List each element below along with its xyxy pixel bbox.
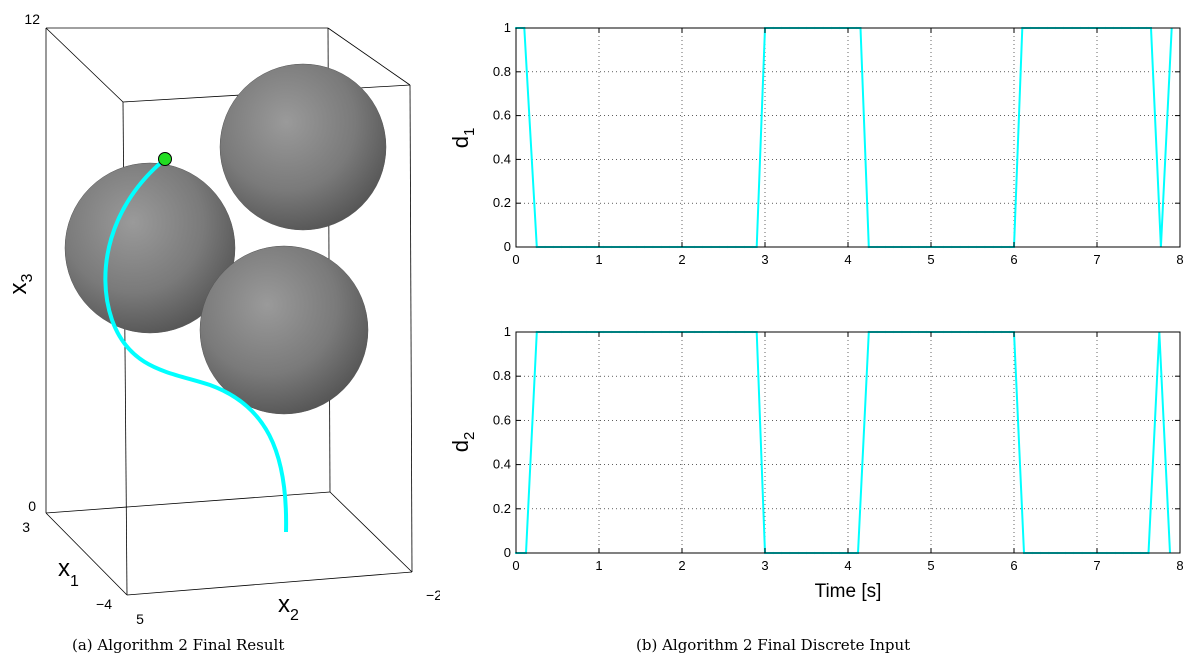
x-tick-label: 8	[1176, 252, 1183, 267]
x1-tick-label: −4	[96, 596, 112, 612]
tick-labels: 0 1 2 3 4 5 6 7 8 0 0.2 0.4 0.6 0.8 1	[493, 20, 1184, 267]
d2-axis-label: d2	[448, 432, 478, 453]
d1-axis-label: d1	[448, 128, 478, 149]
x-tick-label: 8	[1176, 558, 1183, 573]
x-tick-label: 6	[1010, 252, 1017, 267]
x-tick-label: 2	[678, 558, 685, 573]
y-tick-label: 0.6	[493, 412, 511, 427]
x-tick-label: 3	[761, 252, 768, 267]
x-tick-label: 0	[512, 252, 519, 267]
y-tick-label: 0.8	[493, 64, 511, 79]
x-tick-label: 7	[1093, 252, 1100, 267]
y-tick-label: 1	[504, 20, 511, 35]
y-tick-label: 0.2	[493, 195, 511, 210]
x-axis-label: Time [s]	[815, 581, 882, 602]
trajectory-curve	[103, 158, 289, 533]
x-tick-label: 1	[595, 558, 602, 573]
tick-labels: 0 1 2 3 4 5 6 7 8 0 0.2 0.4 0.6 0.8 1	[493, 324, 1184, 573]
x2-tick-label: 5	[136, 611, 144, 627]
y-tick-label: 0.4	[493, 151, 511, 166]
plot-frame	[515, 331, 1181, 554]
start-marker	[158, 152, 172, 166]
caption-b: (b) Algorithm 2 Final Discrete Input	[636, 636, 911, 654]
y-tick-label: 0.6	[493, 108, 511, 123]
y-tick-label: 0	[504, 239, 511, 254]
d2-chart: 0 1 2 3 4 5 6 7 8 0 0.2 0.4 0.6 0.8 1 d2 Time [s]	[448, 324, 1184, 602]
y-tick-label: 0.4	[493, 457, 511, 472]
x-tick-label: 1	[595, 252, 602, 267]
y-tick-label: 1	[504, 324, 511, 339]
x2-tick-label: −2	[426, 587, 440, 603]
sphere-obstacle	[199, 245, 369, 415]
x-tick-label: 5	[927, 252, 934, 267]
sphere-obstacle	[219, 63, 387, 231]
x-tick-label: 5	[927, 558, 934, 573]
axes	[515, 27, 1181, 248]
x3-axis-label: x3	[5, 273, 36, 294]
x-tick-label: 6	[1010, 558, 1017, 573]
x1-axis-label: x1	[58, 555, 79, 590]
series-line	[514, 330, 1171, 555]
caption-a: (a) Algorithm 2 Final Result	[72, 636, 285, 654]
grid	[515, 331, 1181, 554]
y-tick-label: 0.8	[493, 368, 511, 383]
grid	[515, 27, 1181, 248]
series-line	[514, 26, 1173, 249]
x3-tick-label: 0	[28, 498, 36, 514]
x-tick-label: 2	[678, 252, 685, 267]
x-tick-label: 3	[761, 558, 768, 573]
y-tick-label: 0	[504, 545, 511, 560]
axes	[515, 331, 1181, 554]
y-tick-label: 0.2	[493, 501, 511, 516]
d1-chart: 0 1 2 3 4 5 6 7 8 0 0.2 0.4 0.6 0.8 1 d1	[448, 20, 1184, 267]
x3-tick-label: 12	[24, 11, 40, 27]
x2-axis-label: x2	[278, 591, 299, 624]
x-tick-label: 7	[1093, 558, 1100, 573]
x-tick-label: 0	[512, 558, 519, 573]
series-polyline	[516, 27, 1173, 248]
x1-tick-label: 3	[22, 519, 30, 535]
x-tick-label: 4	[844, 558, 851, 573]
series-polyline	[516, 331, 1171, 554]
trajectory-3d-plot: 12 0 3 −4 5 −2 x3 x1 x2	[5, 11, 440, 627]
x-tick-label: 4	[844, 252, 851, 267]
